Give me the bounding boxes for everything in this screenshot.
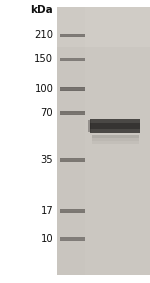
Bar bbox=[60, 113, 85, 114]
Bar bbox=[60, 34, 85, 37]
Text: 10: 10 bbox=[41, 234, 53, 244]
Text: 150: 150 bbox=[34, 54, 53, 65]
Text: 210: 210 bbox=[34, 30, 53, 40]
Text: 17: 17 bbox=[40, 206, 53, 216]
Bar bbox=[85, 7, 150, 275]
Bar bbox=[60, 59, 85, 60]
Bar bbox=[92, 141, 139, 144]
Bar bbox=[92, 135, 139, 138]
Bar bbox=[92, 138, 139, 141]
Bar bbox=[90, 123, 140, 128]
Bar bbox=[60, 111, 85, 115]
Bar bbox=[60, 159, 85, 160]
Bar bbox=[60, 87, 85, 91]
Bar bbox=[60, 239, 85, 240]
Bar bbox=[60, 210, 85, 211]
Bar bbox=[57, 7, 150, 47]
Bar bbox=[60, 35, 85, 36]
Text: kDa: kDa bbox=[30, 5, 53, 15]
Text: 100: 100 bbox=[34, 84, 53, 94]
Bar bbox=[60, 89, 85, 90]
Text: 70: 70 bbox=[41, 108, 53, 118]
Bar bbox=[60, 209, 85, 213]
Bar bbox=[60, 58, 85, 61]
Bar bbox=[57, 7, 150, 275]
Bar bbox=[88, 120, 91, 132]
Text: 35: 35 bbox=[41, 155, 53, 165]
Bar bbox=[60, 237, 85, 241]
Bar bbox=[90, 119, 140, 133]
Bar bbox=[60, 158, 85, 162]
